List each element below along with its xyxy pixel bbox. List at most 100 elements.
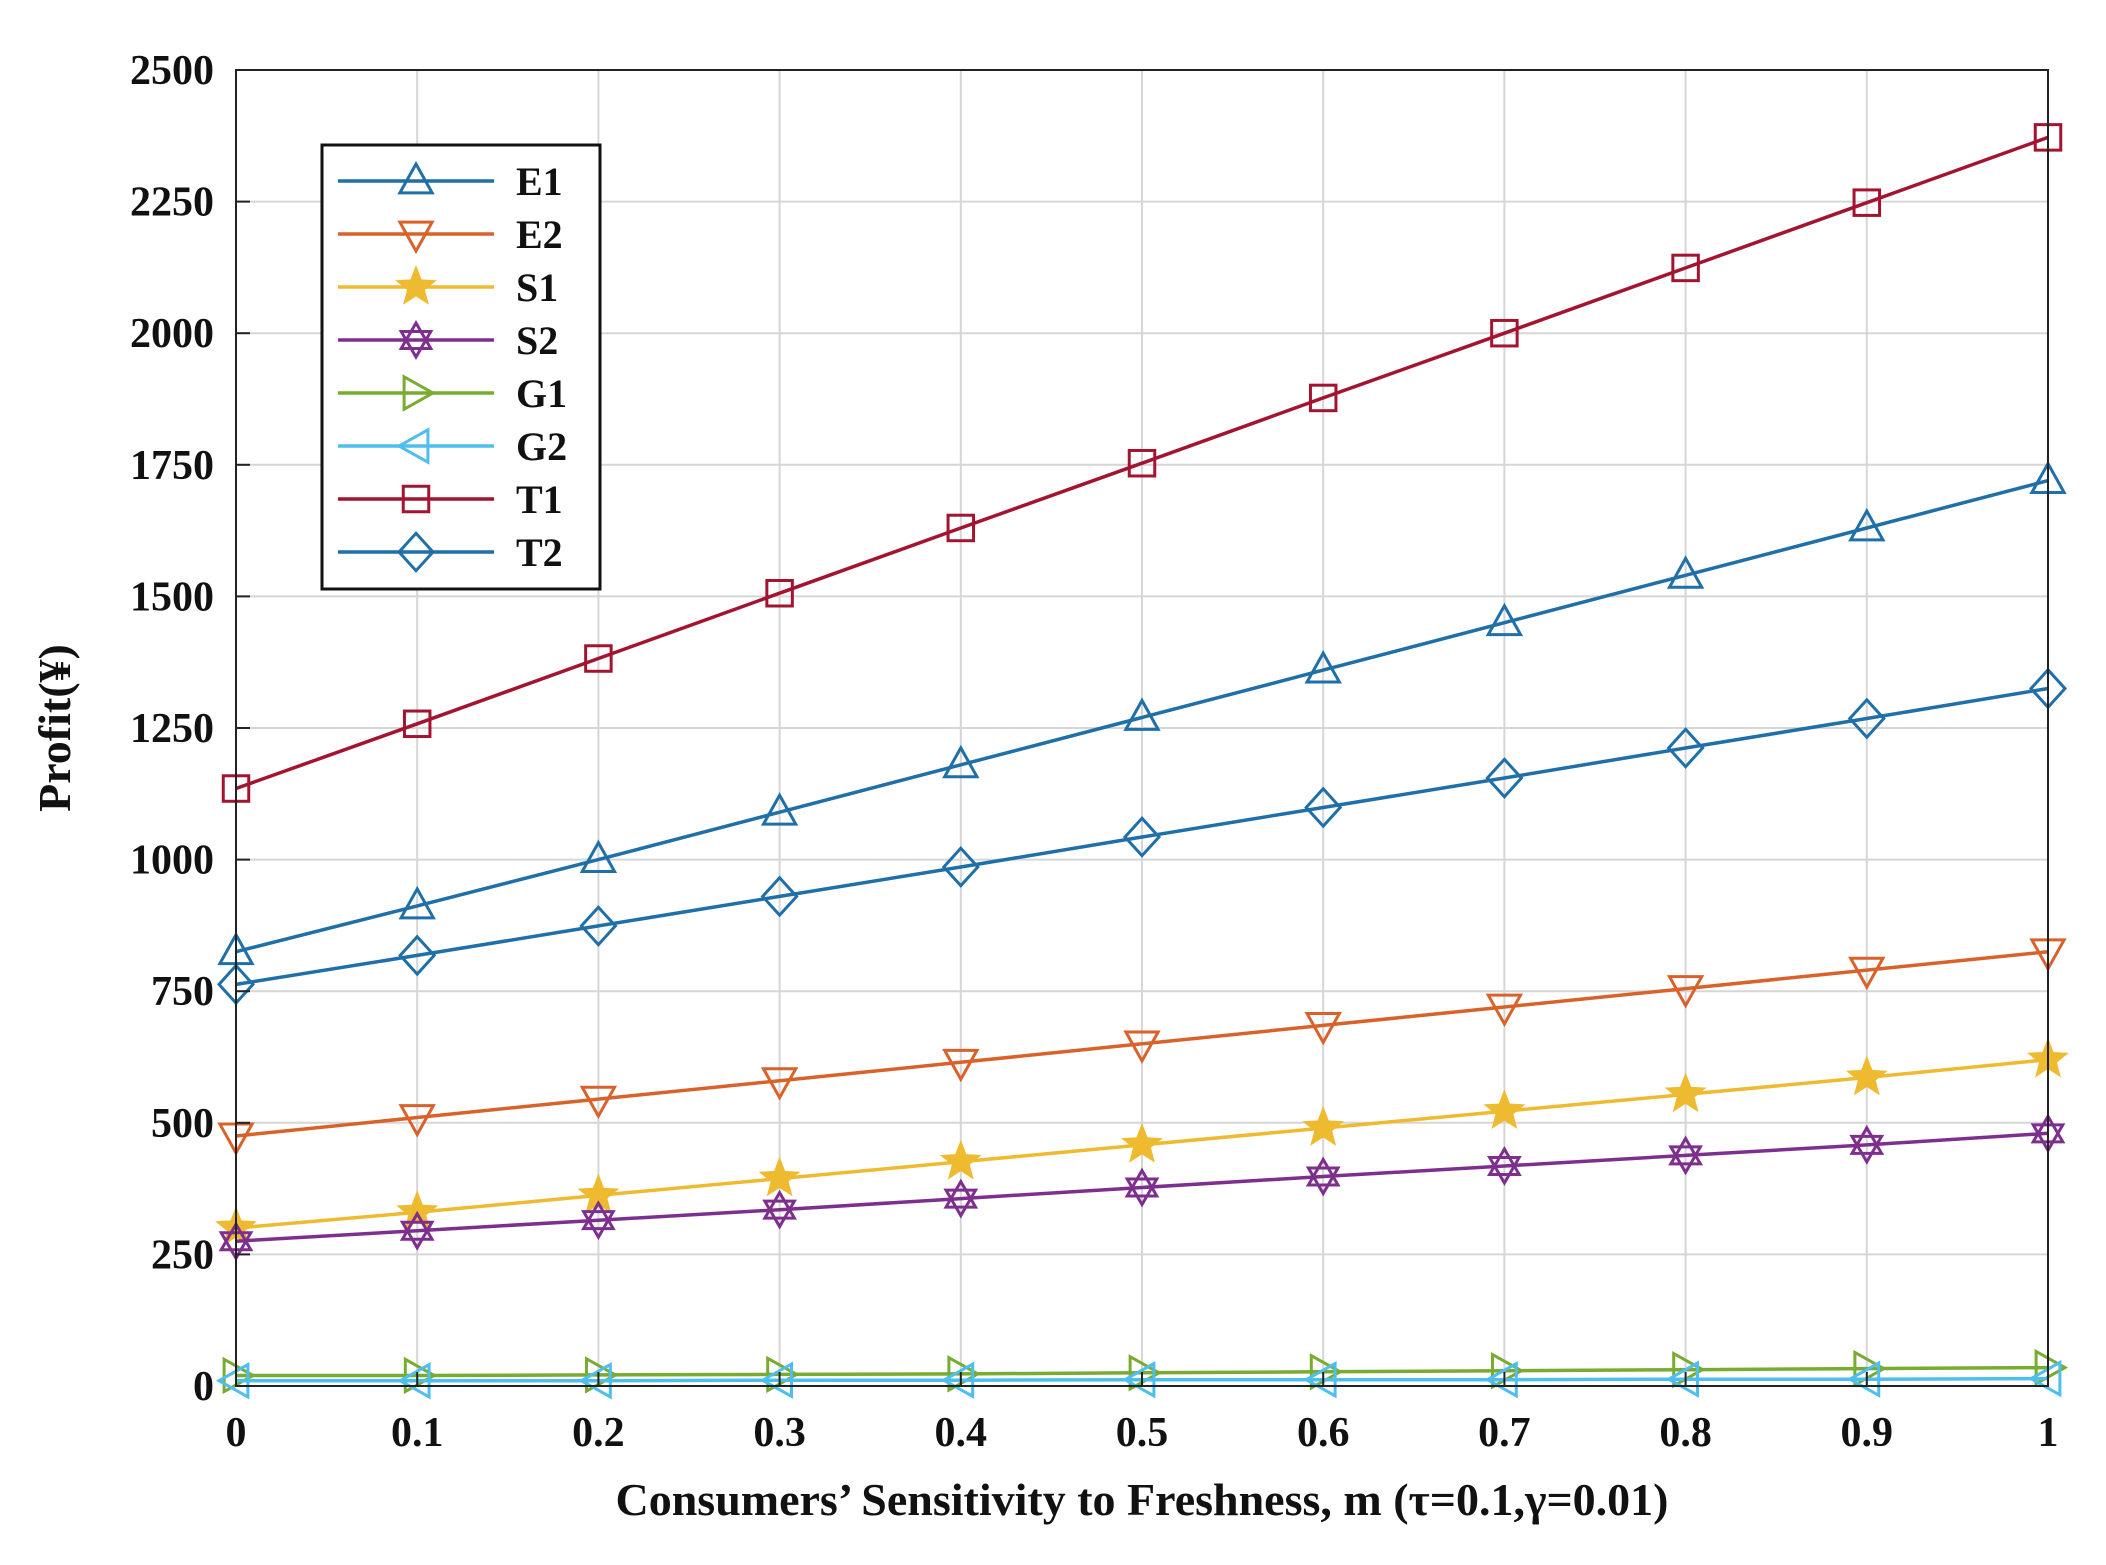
series-line-E1 <box>235 478 2049 954</box>
hexagram-up <box>1124 1167 1160 1198</box>
data-point-E1 <box>1848 507 1886 542</box>
y-tick-label: 2000 <box>130 311 214 357</box>
data-point-S1 <box>939 1139 982 1180</box>
data-point-S1 <box>758 1156 801 1197</box>
x-tick-label: 0.4 <box>935 1410 988 1456</box>
data-point-G2 <box>940 1361 975 1399</box>
hexagram-up <box>1487 1145 1522 1176</box>
hexagram-down <box>943 1188 979 1219</box>
y-tick-label: 1500 <box>130 574 214 620</box>
data-point-T1 <box>946 513 976 543</box>
series-E2 <box>217 938 2067 1157</box>
legend-item-S2: S2 <box>338 318 558 363</box>
legend-label: G2 <box>516 424 567 469</box>
data-point-T1 <box>1852 188 1882 217</box>
legend-item-E1: E1 <box>338 159 563 204</box>
data-point-G2 <box>1121 1360 1156 1399</box>
data-point-S2 <box>1487 1145 1522 1186</box>
x-tick-label: 0.3 <box>753 1410 806 1456</box>
data-point-E2 <box>579 1085 618 1120</box>
hexagram-up <box>399 1210 435 1241</box>
series-T2 <box>216 667 2068 1006</box>
axis-ticks: 0 0.1 0.2 0.3 0.4 0.5 0.6 0.7 0.8 0.9 1 0 250 500 750 1… <box>130 48 2059 1456</box>
data-point-T2 <box>760 875 799 918</box>
hexagram-up <box>581 1200 616 1231</box>
legend-label: S2 <box>516 318 558 363</box>
data-point-G2 <box>397 1362 431 1400</box>
legend-marker <box>395 264 437 305</box>
legend-item-S1: S1 <box>338 264 558 310</box>
data-point-S1 <box>1302 1106 1345 1146</box>
x-tick-label: 0.7 <box>1478 1410 1531 1456</box>
series-line-E2 <box>235 949 2049 1138</box>
data-point-E1 <box>1304 650 1342 684</box>
data-point-G1 <box>222 1356 257 1395</box>
data-point-S2 <box>399 1210 435 1251</box>
data-point-E1 <box>760 792 799 826</box>
data-point-T1 <box>1490 318 1519 348</box>
data-point-T2 <box>1122 816 1162 858</box>
y-tick-label: 500 <box>151 1101 214 1147</box>
y-tick-label: 1250 <box>130 706 214 752</box>
data-point-T2 <box>1485 757 1524 799</box>
hexagram-down <box>1487 1155 1522 1186</box>
data-point-S1 <box>1845 1055 1888 1096</box>
data-point-E1 <box>1666 555 1705 589</box>
legend: E1 E2 S1 S2 G1 G2 T1 T2 <box>320 143 602 591</box>
data-point-T2 <box>1666 727 1705 769</box>
data-point-G1 <box>1853 1349 1887 1388</box>
data-point-S2 <box>1124 1167 1160 1208</box>
legend-marker <box>396 531 436 573</box>
data-point-S2 <box>1668 1135 1703 1176</box>
legend-item-E2: E2 <box>338 212 563 257</box>
series-lines <box>215 123 2069 1400</box>
data-point-T2 <box>398 934 437 977</box>
legend-marker <box>401 484 431 514</box>
legend-item-G1: G1 <box>338 371 567 416</box>
data-point-T2 <box>579 904 618 947</box>
data-point-S2 <box>581 1200 616 1241</box>
data-point-T1 <box>1671 253 1700 283</box>
legend-label: T2 <box>516 530 563 575</box>
x-tick-label: 0.5 <box>1116 1410 1169 1456</box>
hexagram-up <box>1668 1135 1703 1166</box>
data-point-G2 <box>215 1362 250 1400</box>
legend-marker <box>398 320 434 360</box>
x-tick-label: 0.2 <box>572 1410 625 1456</box>
legend-label: S1 <box>516 265 558 310</box>
legend-label: E2 <box>516 212 563 257</box>
data-point-E2 <box>1666 975 1705 1009</box>
data-point-G1 <box>2034 1348 2069 1387</box>
data-point-G2 <box>1484 1360 1518 1399</box>
series-line-S2 <box>235 1131 2049 1243</box>
data-point-G1 <box>947 1355 981 1393</box>
data-point-G2 <box>759 1361 793 1399</box>
legend-marker <box>395 427 430 465</box>
y-tick-label: 750 <box>151 969 214 1015</box>
x-tick-label: 0.1 <box>391 1410 444 1456</box>
data-point-E2 <box>760 1067 799 1101</box>
x-tick-label: 0.9 <box>1841 1410 1894 1456</box>
y-tick-label: 1000 <box>130 838 214 884</box>
data-point-E2 <box>1848 956 1886 991</box>
x-tick-label: 0.6 <box>1297 1410 1350 1456</box>
hexagram-down <box>398 330 434 360</box>
x-tick-label: 0 <box>226 1410 247 1456</box>
hexagram-up <box>943 1178 979 1209</box>
data-point-E1 <box>1485 602 1524 637</box>
data-point-T1 <box>1127 448 1157 478</box>
data-point-G1 <box>585 1356 619 1394</box>
legend-marker <box>397 160 435 195</box>
legend-label: G1 <box>516 371 567 416</box>
hexagram-down <box>762 1199 797 1230</box>
data-point-E2 <box>1123 1030 1161 1064</box>
legend-marker <box>402 374 437 412</box>
hexagram-down <box>1305 1166 1341 1197</box>
data-point-T2 <box>941 846 980 888</box>
data-point-S1 <box>1121 1122 1163 1163</box>
legend-item-T2: T2 <box>338 530 563 575</box>
y-tick-label: 2250 <box>130 180 214 226</box>
hexagram-up <box>762 1189 797 1220</box>
